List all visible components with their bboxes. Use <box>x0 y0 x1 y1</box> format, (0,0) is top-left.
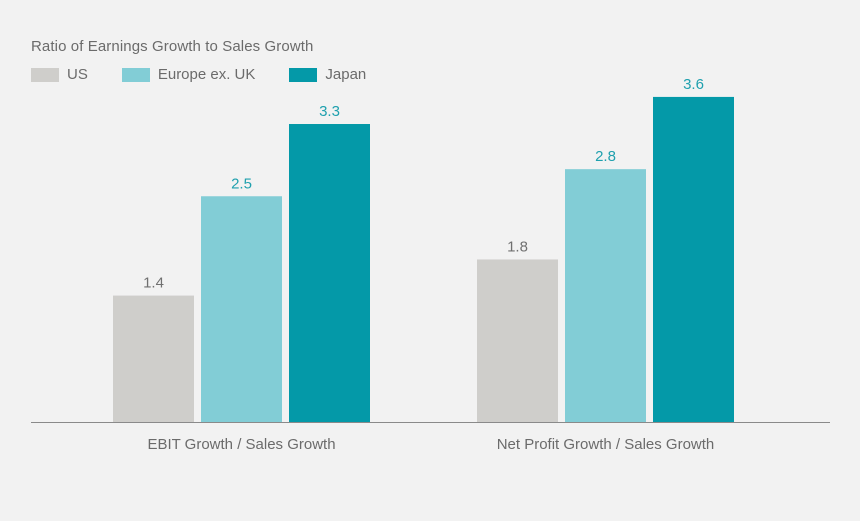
data-label-0-2: 3.3 <box>319 103 340 120</box>
chart-title: Ratio of Earnings Growth to Sales Growth <box>31 38 314 55</box>
legend-swatch-europe <box>121 67 150 82</box>
bar-0-1 <box>201 196 282 422</box>
data-label-1-1: 2.8 <box>595 148 616 165</box>
bar-0-2 <box>289 124 370 422</box>
bar-0-0 <box>113 295 194 422</box>
legend-swatch-us <box>31 67 59 82</box>
bar-1-0 <box>477 259 558 422</box>
bar-1-2 <box>653 96 734 423</box>
legend: US Europe ex. UK Japan <box>31 66 400 83</box>
legend-label-japan: Japan <box>325 66 367 83</box>
data-label-1-0: 1.8 <box>507 238 528 255</box>
legend-label-us: US <box>67 66 88 83</box>
legend-swatch-japan <box>289 67 318 82</box>
legend-label-europe: Europe ex. UK <box>157 66 256 83</box>
data-label-1-2: 3.6 <box>683 76 704 93</box>
category-label-1: Net Profit Growth / Sales Growth <box>497 436 715 453</box>
legend-item-us: US <box>31 66 88 83</box>
category-label-0: EBIT Growth / Sales Growth <box>147 436 335 453</box>
data-label-0-1: 2.5 <box>231 175 252 192</box>
legend-item-europe: Europe ex. UK <box>121 66 256 83</box>
data-label-0-0: 1.4 <box>143 275 164 292</box>
legend-item-japan: Japan <box>289 66 366 83</box>
bar-1-1 <box>565 169 646 422</box>
